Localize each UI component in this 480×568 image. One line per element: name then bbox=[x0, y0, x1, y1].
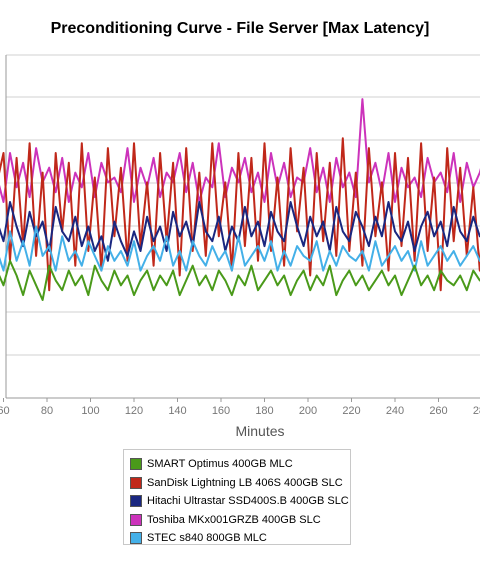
legend-item: STEC s840 800GB MLC bbox=[130, 529, 350, 548]
legend-swatch bbox=[130, 476, 142, 489]
x-tick-label: 100 bbox=[81, 405, 99, 417]
chart-title: Preconditioning Curve - File Server [Max… bbox=[50, 20, 430, 37]
legend-swatch bbox=[130, 495, 142, 508]
legend-item: Hitachi Ultrastar SSD400S.B 400GB SLC bbox=[130, 492, 350, 511]
series-line-5 bbox=[0, 225, 480, 272]
legend-swatch bbox=[130, 513, 142, 526]
chart-plot: 60 80 100 120 140 160 180 200 220 240 260 280 Minute… bbox=[0, 54, 480, 439]
legend-swatch bbox=[130, 532, 142, 545]
legend-item: SanDisk Lightning LB 406S 400GB SLC bbox=[130, 474, 350, 493]
legend-label: SMART Optimus 400GB MLC bbox=[147, 458, 293, 471]
legend-label: SanDisk Lightning LB 406S 400GB SLC bbox=[147, 476, 343, 489]
x-tick-label: 120 bbox=[125, 405, 143, 417]
legend-swatch bbox=[130, 458, 142, 471]
series-line-1 bbox=[0, 259, 480, 301]
legend-label: STEC s840 800GB MLC bbox=[147, 532, 267, 545]
x-tick-label: 180 bbox=[255, 405, 273, 417]
x-tick-label: 260 bbox=[429, 405, 447, 417]
series-line-4 bbox=[0, 98, 480, 203]
x-tick-label: 200 bbox=[299, 405, 317, 417]
series-line-3 bbox=[0, 201, 480, 262]
legend-item: Toshiba MKx001GRZB 400GB SLC bbox=[130, 511, 350, 530]
x-tick-label: 240 bbox=[386, 405, 404, 417]
x-axis-label: Minutes bbox=[235, 423, 284, 439]
x-tick-label: 220 bbox=[342, 405, 360, 417]
series-line-2 bbox=[0, 137, 480, 292]
x-tick-label: 60 bbox=[0, 405, 10, 417]
x-tick-label: 280 bbox=[473, 405, 480, 417]
x-tick-label: 160 bbox=[212, 405, 230, 417]
legend-label: Hitachi Ultrastar SSD400S.B 400GB SLC bbox=[147, 495, 349, 508]
legend-label: Toshiba MKx001GRZB 400GB SLC bbox=[147, 513, 321, 526]
x-tick-label: 140 bbox=[168, 405, 186, 417]
legend-item: SMART Optimus 400GB MLC bbox=[130, 455, 350, 474]
legend: SMART Optimus 400GB MLC SanDisk Lightning… bbox=[123, 449, 351, 545]
x-tick-label: 80 bbox=[41, 405, 53, 417]
